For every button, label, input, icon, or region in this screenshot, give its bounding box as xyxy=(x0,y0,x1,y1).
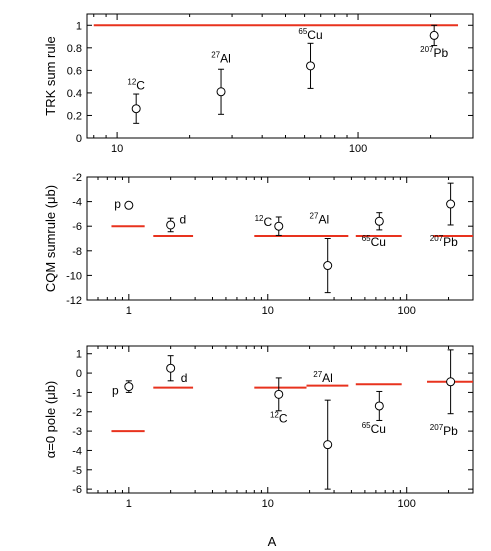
nucleus-label: 27Al xyxy=(313,370,333,385)
y-axis-label: TRK sum rule xyxy=(43,36,58,115)
mass-number-superscript: 207 xyxy=(430,423,444,432)
y-tick-label: -10 xyxy=(66,270,82,282)
trk-sum-rule-panel: 10 100 0 0.2 0.4 0.6 0.8 1 TRK sum rule 12C 27Al 65… xyxy=(43,13,474,155)
data-point xyxy=(166,220,176,230)
data-point xyxy=(429,30,439,40)
y-tick-label: -6 xyxy=(72,484,82,496)
nucleus-label: 12C xyxy=(255,214,273,229)
nucleus-label: 27Al xyxy=(310,212,330,227)
y-axis-label: CQM sumrule (μb) xyxy=(43,185,58,292)
y-tick-label: -8 xyxy=(72,246,82,258)
element-symbol: Pb xyxy=(434,46,449,60)
data-point xyxy=(323,261,333,271)
x-tick-label: 10 xyxy=(262,305,274,317)
x-tick-label: 1 xyxy=(126,498,132,510)
mass-number-superscript: 65 xyxy=(362,421,371,430)
x-tick-label: 100 xyxy=(349,143,367,155)
x-tick-label: 100 xyxy=(398,498,416,510)
x-tick-label: 100 xyxy=(398,305,416,317)
nucleus-label: 207Pb xyxy=(430,234,458,249)
element-symbol: C xyxy=(279,411,288,425)
y-tick-label: 0.8 xyxy=(67,43,82,55)
element-symbol: C xyxy=(264,215,273,229)
data-point xyxy=(306,61,316,71)
y-tick-label: -2 xyxy=(72,407,82,419)
alpha-zero-pole-panel: 1 10 100 -6 -5 -4 -3 -2 -1 0 1 α=0 pole (μb) p d 12C 27… xyxy=(43,345,474,510)
mass-number-superscript: 207 xyxy=(430,234,444,243)
element-symbol: Al xyxy=(318,213,329,227)
mass-number-superscript: 65 xyxy=(362,234,371,243)
mass-number-superscript: 12 xyxy=(270,410,279,419)
mass-number-superscript: 27 xyxy=(313,370,322,379)
x-axis-label: A xyxy=(268,534,277,549)
element-symbol: Al xyxy=(220,51,231,65)
nucleus-label: 65Cu xyxy=(362,234,386,249)
cqm-sumrule-panel: 1 10 100 -12 -10 -8 -6 -4 -2 CQM sumrule (μb) p d 12… xyxy=(43,172,474,317)
mass-number-superscript: 27 xyxy=(211,50,220,59)
nucleus-label: p xyxy=(114,197,121,211)
y-tick-label: 0 xyxy=(76,368,82,380)
data-point xyxy=(446,377,456,387)
data-point xyxy=(374,216,384,226)
mass-number-superscript: 12 xyxy=(255,214,264,223)
y-tick-label: -4 xyxy=(72,197,82,209)
nucleus-label: 12C xyxy=(127,78,145,93)
y-axis-label: α=0 pole (μb) xyxy=(43,381,58,459)
x-tick-label: 1 xyxy=(126,305,132,317)
y-tick-label: 1 xyxy=(76,349,82,361)
nucleus-label: d xyxy=(181,371,188,385)
y-tick-label: 0.4 xyxy=(67,88,82,100)
y-tick-label: -6 xyxy=(72,221,82,233)
element-symbol: Cu xyxy=(371,422,386,436)
data-point xyxy=(446,199,456,209)
nucleus-label: 27Al xyxy=(211,50,231,65)
data-point xyxy=(374,401,384,411)
y-tick-label: -3 xyxy=(72,426,82,438)
data-point xyxy=(216,87,226,97)
y-tick-label: 0.6 xyxy=(67,65,82,77)
element-symbol: Cu xyxy=(307,28,322,42)
y-tick-label: 0.2 xyxy=(67,110,82,122)
element-symbol: C xyxy=(136,79,145,93)
nucleus-label: 65Cu xyxy=(362,421,386,436)
plot-frame xyxy=(86,13,474,139)
y-tick-label: -5 xyxy=(72,465,82,477)
element-symbol: Pb xyxy=(443,235,458,249)
plot-frame xyxy=(86,176,474,301)
x-tick-label: 10 xyxy=(262,498,274,510)
x-tick-label: 10 xyxy=(111,143,123,155)
mass-number-superscript: 65 xyxy=(298,27,307,36)
data-point xyxy=(274,389,284,399)
y-tick-label: 0 xyxy=(76,133,82,145)
element-symbol: Pb xyxy=(443,424,458,438)
mass-number-superscript: 207 xyxy=(420,45,434,54)
nucleus-label: 65Cu xyxy=(298,27,322,42)
nucleus-label: 207Pb xyxy=(430,423,458,438)
plot-frame xyxy=(86,345,474,494)
y-tick-label: -2 xyxy=(72,172,82,184)
nucleus-label: 12C xyxy=(270,410,288,425)
element-symbol: Cu xyxy=(371,235,386,249)
nucleus-label: 207Pb xyxy=(420,45,448,60)
nucleus-label: d xyxy=(180,213,187,227)
data-point xyxy=(131,104,141,114)
nucleus-label: p xyxy=(112,383,119,397)
data-point xyxy=(274,221,284,231)
element-symbol: Al xyxy=(322,371,333,385)
data-point xyxy=(166,363,176,373)
data-point xyxy=(124,200,134,210)
y-tick-label: 1 xyxy=(76,20,82,32)
y-tick-label: -12 xyxy=(66,295,82,307)
mass-number-superscript: 27 xyxy=(310,212,319,221)
y-tick-label: -1 xyxy=(72,387,82,399)
data-point xyxy=(124,382,134,392)
data-point xyxy=(323,440,333,450)
y-tick-label: -4 xyxy=(72,445,82,457)
mass-number-superscript: 12 xyxy=(127,78,136,87)
